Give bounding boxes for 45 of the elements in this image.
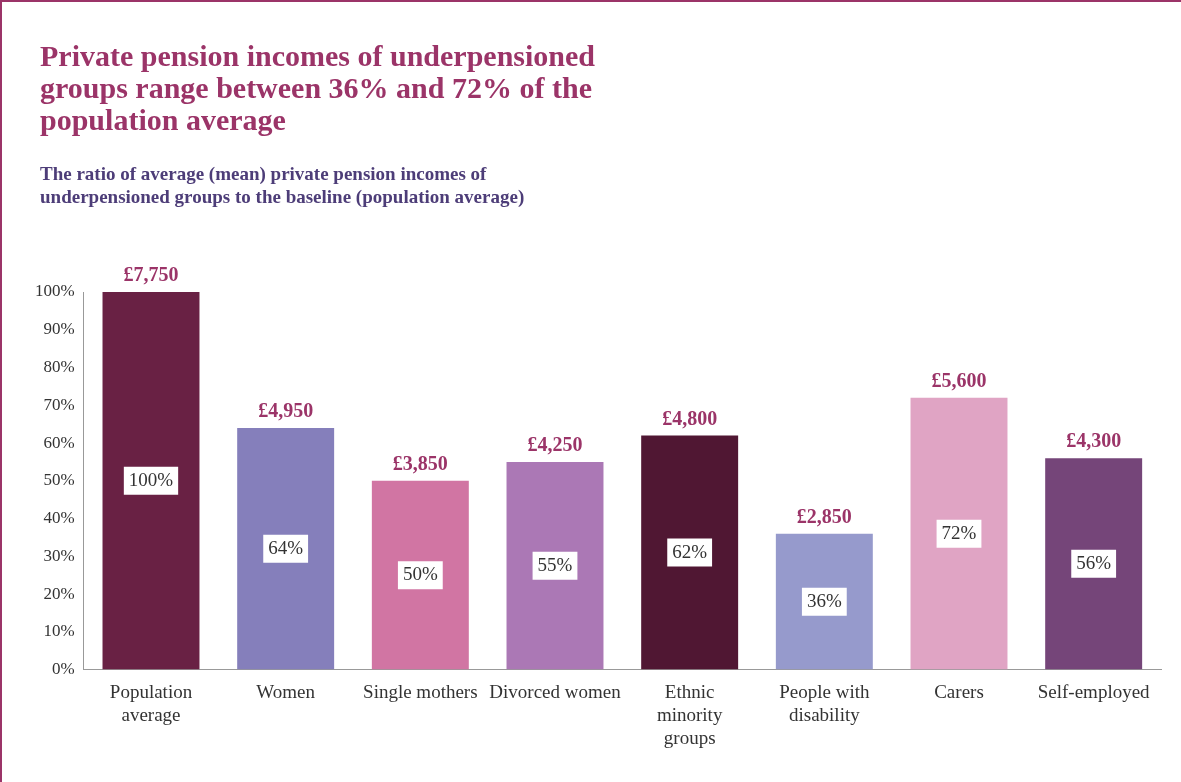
annotation: £4,300 [1066,429,1122,452]
x-tick-label: Women [256,680,316,702]
data-label: 36% [806,589,842,611]
bar [910,397,1008,670]
data-label: 56% [1076,551,1112,573]
x-tick-label: Divorced women [489,680,622,702]
data-label: 50% [402,563,438,585]
bar [1045,458,1143,670]
annotation: £4,950 [258,399,314,422]
data-label: 64% [268,536,304,558]
y-tick-label: 0% [51,659,75,679]
bar [775,533,873,670]
chart-subtitle: The ratio of average (mean) private pension incomes of underpensioned groups to the baseline (population average) [40,162,526,208]
bar [102,292,200,670]
data-label: 55% [537,553,573,575]
data-label: 100% [128,468,174,490]
x-tick-label: People with disability [779,680,870,725]
x-tick-label: Single mothers [363,680,478,702]
annotation: £3,850 [392,451,448,474]
bar [371,480,469,670]
annotation: £5,600 [931,368,987,391]
bar [506,461,604,670]
annotation: £7,750 [123,263,179,286]
y-tick-label: 60% [43,432,75,452]
y-tick-label: 50% [43,470,75,490]
y-tick-label: 40% [43,508,75,528]
x-tick-label: Self-employed [1037,680,1151,702]
y-tick-label: 70% [43,394,75,414]
data-label: 62% [672,540,708,562]
y-tick-label: 80% [43,356,75,376]
x-tick-label: Carers [934,680,984,702]
data-label: 72% [941,521,977,543]
y-tick-label: 10% [43,621,75,641]
chart-title: Private pension incomes of underpensioned groups range between 36% and 72% of the population average [40,39,597,136]
y-tick-label: 20% [43,583,75,603]
y-tick-label: 90% [43,319,75,339]
annotation: £2,850 [796,504,852,527]
annotation: £4,800 [662,406,718,429]
y-tick-label: 30% [43,545,75,565]
y-tick-label: 100% [34,281,75,301]
x-tick-label: Population average [109,680,193,725]
x-tick-label: Ethnic minority groups [656,680,723,748]
annotation: £4,250 [527,433,583,456]
bar [237,427,335,670]
bar [641,435,739,670]
